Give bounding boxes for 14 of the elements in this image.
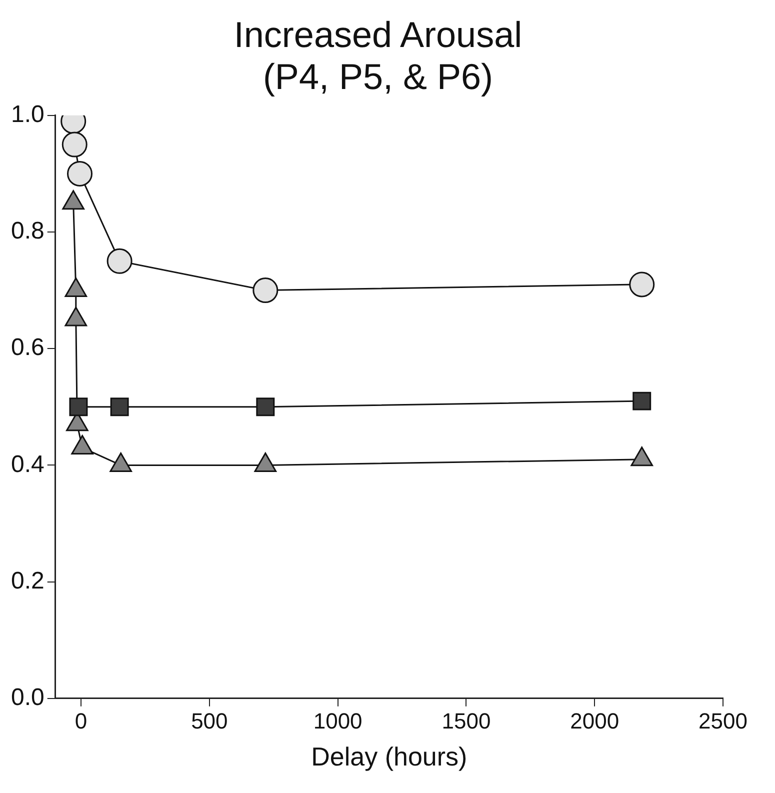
x-tick-label: 2000	[570, 708, 620, 734]
x-tick-label: 0	[74, 708, 88, 734]
y-tick-label: 0.4	[10, 450, 44, 478]
y-tick-label: 0.2	[10, 567, 44, 594]
y-tick-label: 0.8	[10, 218, 44, 245]
x-tick-label: 2500	[698, 708, 748, 734]
y-tick-label: 0.6	[10, 334, 44, 362]
y-tick-label: 0.0	[10, 684, 44, 712]
x-tick-label: 1000	[313, 708, 362, 734]
x-axis-title: Delay (hours)	[311, 742, 468, 772]
chart-title: Increased Arousal (P4, P5, & P6)	[232, 13, 524, 98]
x-tick-label: 500	[191, 708, 228, 734]
y-tick-label: 1.0	[10, 101, 44, 128]
x-tick-label: 1500	[442, 708, 491, 734]
